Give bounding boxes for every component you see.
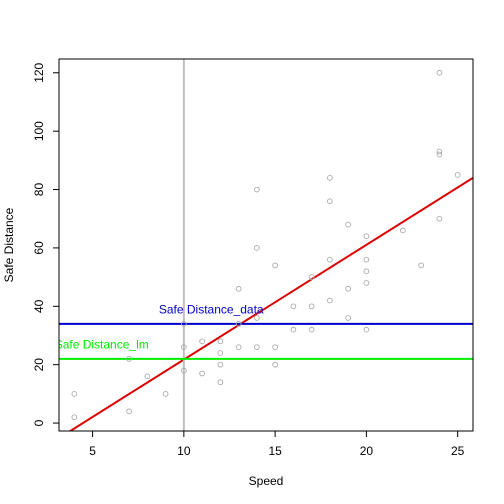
data-point bbox=[272, 262, 278, 269]
data-point bbox=[254, 245, 260, 251]
data-point bbox=[162, 391, 169, 397]
data-point bbox=[217, 379, 224, 386]
data-points bbox=[71, 69, 461, 421]
y-tick-label: 0 bbox=[32, 419, 46, 426]
annotations: Safe Distance_data Safe Distance_lm bbox=[55, 303, 264, 352]
data-point bbox=[436, 151, 443, 158]
data-point bbox=[290, 326, 297, 333]
data-point bbox=[345, 221, 351, 228]
plot-frame bbox=[58, 58, 474, 432]
data-point bbox=[272, 361, 278, 368]
data-point bbox=[181, 320, 187, 327]
data-point bbox=[290, 303, 297, 310]
data-point bbox=[363, 233, 370, 240]
line-label: Safe Distance_lm bbox=[55, 338, 149, 352]
data-point bbox=[308, 326, 315, 333]
x-axis: 5 10 15 20 25 bbox=[89, 431, 465, 458]
data-point bbox=[144, 373, 151, 380]
reference-lines bbox=[59, 59, 473, 431]
data-point bbox=[217, 338, 224, 345]
x-tick-label: 10 bbox=[177, 444, 191, 458]
data-point bbox=[181, 344, 187, 351]
data-point bbox=[254, 186, 260, 193]
data-point bbox=[327, 297, 333, 304]
y-tick-label: 60 bbox=[32, 241, 46, 255]
data-point bbox=[363, 268, 370, 275]
data-point bbox=[235, 320, 242, 327]
data-point bbox=[363, 280, 370, 286]
data-point bbox=[235, 285, 242, 292]
data-point bbox=[272, 344, 278, 351]
data-point bbox=[327, 175, 333, 181]
data-point bbox=[71, 414, 78, 421]
x-tick-label: 15 bbox=[268, 444, 282, 458]
data-point bbox=[71, 391, 78, 397]
data-point bbox=[345, 285, 351, 292]
x-tick-label: 5 bbox=[89, 444, 96, 458]
data-point bbox=[254, 315, 260, 321]
data-point bbox=[327, 256, 333, 263]
y-axis: 0 20 40 60 80 100 120 bbox=[32, 62, 59, 426]
data-point bbox=[235, 344, 242, 351]
data-point bbox=[217, 350, 224, 356]
data-point bbox=[181, 367, 187, 374]
x-tick-label: 20 bbox=[360, 444, 374, 458]
y-tick-label: 100 bbox=[32, 121, 46, 141]
data-point bbox=[400, 227, 406, 234]
line-label: Safe Distance_data bbox=[159, 303, 264, 317]
y-tick-label: 120 bbox=[32, 62, 46, 82]
y-tick-label: 80 bbox=[32, 183, 46, 197]
data-point bbox=[436, 215, 443, 222]
y-tick-label: 20 bbox=[32, 358, 46, 372]
data-point bbox=[126, 408, 132, 415]
data-point bbox=[254, 344, 260, 351]
data-point bbox=[308, 274, 315, 280]
data-point bbox=[345, 315, 351, 321]
data-point bbox=[454, 172, 461, 178]
x-tick-label: 25 bbox=[451, 444, 465, 458]
y-axis-title: Safe Distance bbox=[2, 207, 16, 282]
data-point bbox=[418, 262, 425, 269]
regression-line bbox=[68, 176, 473, 431]
data-point bbox=[126, 355, 132, 362]
data-point bbox=[199, 370, 205, 377]
data-point bbox=[199, 338, 205, 345]
data-point bbox=[308, 303, 315, 310]
data-point bbox=[363, 256, 370, 263]
data-point bbox=[217, 361, 224, 368]
data-point bbox=[436, 69, 443, 76]
x-axis-title: Speed bbox=[249, 474, 284, 488]
data-point bbox=[363, 326, 370, 333]
data-point bbox=[327, 198, 333, 205]
y-tick-label: 40 bbox=[32, 299, 46, 313]
data-point bbox=[436, 148, 443, 155]
